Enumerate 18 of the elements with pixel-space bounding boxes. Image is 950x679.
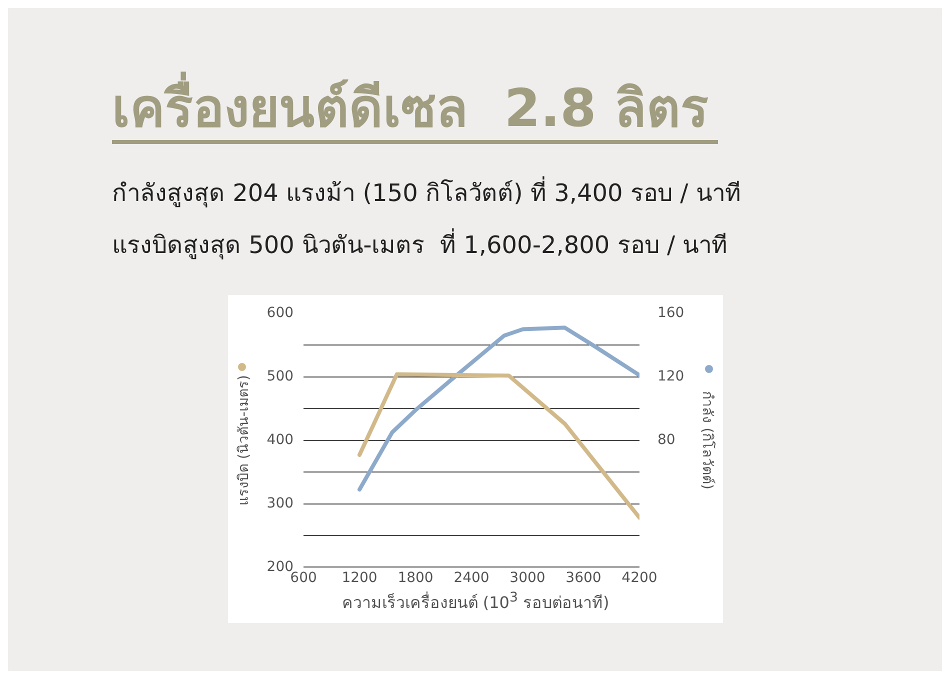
chart-subtitle: กำลังสูงสุด 204 แรงม้า (150 กิโลวัตต์) ที่ 3,400 รอบ / นาที แรงบิดสูงสุด 500 นิวตัน-เมตร ที่ 1,600-2,800 รอบ / นาที <box>112 175 741 262</box>
y-tick-label: 600 <box>266 305 294 322</box>
x-tick-label: 3600 <box>566 570 602 586</box>
y2-tick-label: 120 <box>657 368 684 384</box>
y-axis-title: แรงบิด (นิวตัน-เมตร) <box>236 375 252 506</box>
y-tick-label: 400 <box>266 432 294 448</box>
y2-tick-label: 80 <box>657 432 676 448</box>
y2-tick-label: 160 <box>657 305 684 322</box>
x-tick-label: 1800 <box>398 570 434 586</box>
x-tick-label: 600 <box>290 570 317 586</box>
x-axis-title: ความเร็วเครื่องยนต์ (10$^{3}$ รอบต่อนาที) <box>340 590 610 614</box>
y-tick-label: 500 <box>266 368 294 384</box>
y-tick-label: 300 <box>266 495 294 512</box>
y2-axis-title: กำลัง (กิโลวัตต์) <box>698 391 716 490</box>
x-tick-label: 4200 <box>622 570 658 586</box>
x-tick-label: 2400 <box>454 570 490 586</box>
x-tick-label: 3000 <box>510 570 546 586</box>
x-tick-label: 1200 <box>342 570 378 586</box>
